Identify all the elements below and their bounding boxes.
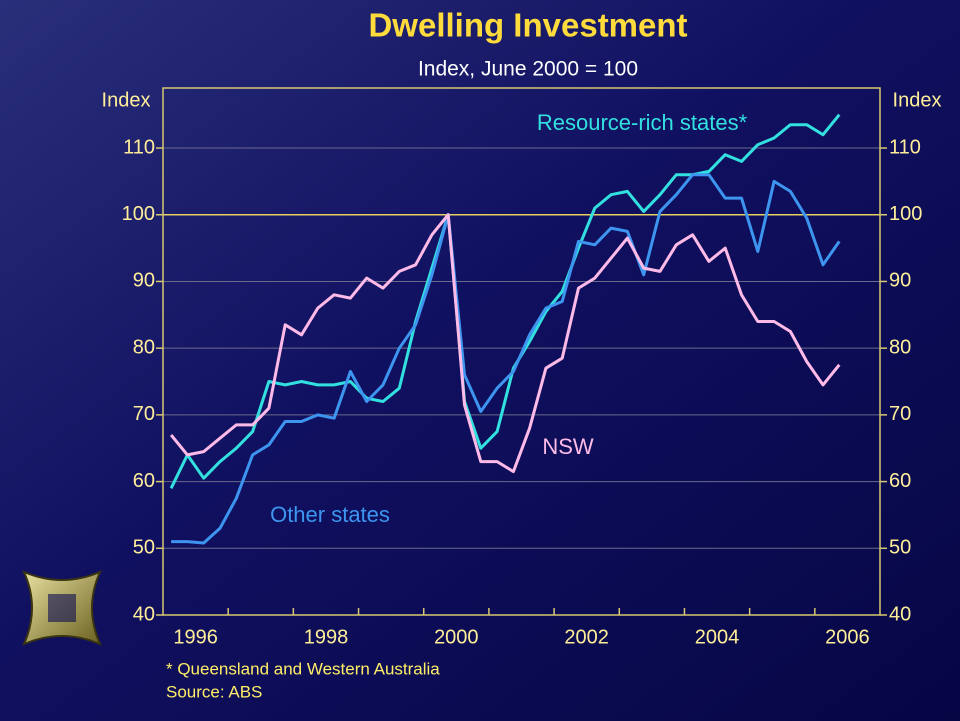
y2-tick-label: 100 (889, 203, 922, 225)
series-label: NSW (542, 434, 594, 459)
y2-tick-label: 80 (889, 336, 911, 358)
y2-tick-label: 70 (889, 403, 911, 425)
plot-frame (162, 87, 881, 616)
series-line (171, 173, 841, 545)
y2-axis-label: Index (893, 89, 942, 111)
logo (22, 570, 102, 646)
y2-tick-label: 90 (889, 270, 911, 292)
series-line (169, 113, 841, 489)
y2-tick-label: 60 (889, 470, 911, 492)
x-tick-label: 2006 (825, 626, 870, 648)
x-tick-label: 2004 (695, 626, 740, 648)
series-label: Resource-rich states* (537, 110, 748, 135)
y-tick-label: 50 (133, 537, 155, 559)
y-axis-label: Index (102, 89, 151, 111)
y-tick-label: 90 (133, 270, 155, 292)
y-tick-label: 70 (133, 403, 155, 425)
footnote: * Queensland and Western Australia (166, 659, 440, 678)
y-tick-label: 40 (133, 603, 155, 625)
source: Source: ABS (166, 682, 262, 701)
series-line (169, 213, 841, 474)
chart-subtitle: Index, June 2000 = 100 (418, 58, 638, 81)
y2-tick-label: 50 (889, 537, 911, 559)
y-tick-label: 60 (133, 470, 155, 492)
x-tick-label: 2002 (564, 626, 609, 648)
series-label: Other states (270, 502, 390, 527)
y-tick-label: 100 (122, 203, 155, 225)
y-tick-label: 80 (133, 336, 155, 358)
y2-tick-label: 40 (889, 603, 911, 625)
x-tick-label: 1996 (173, 626, 218, 648)
y-tick-label: 110 (123, 136, 155, 158)
x-tick-label: 2000 (434, 626, 479, 648)
x-tick-label: 1998 (304, 626, 349, 648)
chart-title: Dwelling Investment (368, 7, 687, 44)
y2-tick-label: 110 (889, 136, 921, 158)
